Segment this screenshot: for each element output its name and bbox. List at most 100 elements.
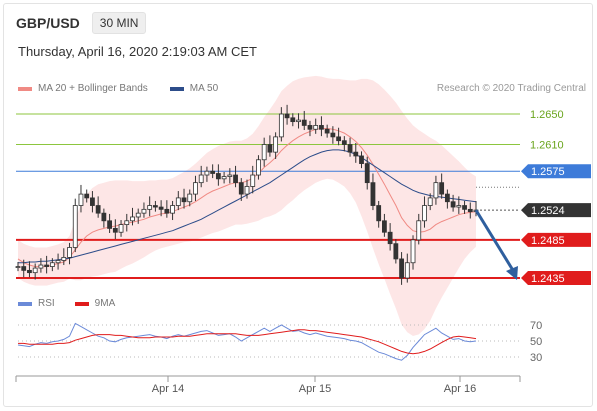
candle-body <box>307 125 313 130</box>
candle-body <box>462 205 467 210</box>
candle-body <box>444 193 450 203</box>
candle-body <box>347 144 353 153</box>
candle-body <box>267 144 273 153</box>
candle-body <box>404 262 410 279</box>
candle-body <box>130 216 135 222</box>
candle-body <box>67 247 72 258</box>
candle-body <box>101 212 107 222</box>
candle-body <box>112 228 118 233</box>
candle-body <box>319 125 324 130</box>
timeframe-badge[interactable]: 30 MIN <box>91 12 147 34</box>
research-credit: Research © 2020 Trading Central <box>436 83 586 94</box>
candle-body <box>433 182 439 199</box>
candle-body <box>78 193 84 206</box>
candle-body <box>273 136 279 153</box>
candle-body <box>141 208 147 214</box>
candle-body <box>44 264 50 267</box>
candle-body <box>416 220 422 241</box>
candle-body <box>422 205 427 222</box>
candle-body <box>95 205 101 214</box>
candle-body <box>210 170 216 174</box>
rsi-tick-30: 30 <box>530 352 542 364</box>
candle-body <box>215 173 221 180</box>
rsi-line <box>17 322 477 361</box>
rsi-legend: RSI 9MA <box>18 298 115 309</box>
rsi-legend-swatch <box>18 301 32 306</box>
forecast-arrow-head <box>506 266 518 280</box>
candle-body <box>84 193 90 199</box>
candle-body <box>301 119 307 126</box>
candle-body <box>135 212 141 218</box>
candle-body <box>152 205 158 208</box>
x-tick-label: Apr 14 <box>152 383 184 395</box>
candle-body <box>336 136 342 142</box>
candle-body <box>55 260 61 264</box>
candle-body <box>353 151 359 157</box>
last-price-label: 1.2524 <box>531 205 565 217</box>
candle-body <box>284 113 290 119</box>
pivot-label-1-2575: 1.2575 <box>531 166 565 178</box>
candle-body <box>107 220 112 229</box>
support-label-1-2435: 1.2435 <box>531 273 565 285</box>
candle-body <box>21 266 27 271</box>
candle-body <box>290 117 296 123</box>
candle-body <box>61 257 67 261</box>
candle-body <box>381 220 387 233</box>
candle-body <box>324 128 330 134</box>
candle-body <box>227 174 233 177</box>
rsi-tick-70: 70 <box>530 320 542 332</box>
candle-body <box>399 258 404 279</box>
bollinger-band <box>18 75 476 337</box>
candles <box>15 104 479 285</box>
candle-body <box>410 239 416 264</box>
candle-body <box>124 220 130 226</box>
candle-body <box>90 197 95 206</box>
candle-body <box>376 205 382 222</box>
support-tag-1-2485 <box>521 232 591 247</box>
candle-body <box>450 201 456 208</box>
resistance-label-1-2610: 1.2610 <box>530 140 564 152</box>
candle-body <box>256 159 261 176</box>
resistance-label-1-2650: 1.2650 <box>530 109 564 121</box>
candle-body <box>427 197 433 206</box>
candle-body <box>393 243 399 260</box>
candle-body <box>370 182 376 206</box>
header: GBP/USD 30 MIN <box>16 12 147 34</box>
candle-body <box>456 205 462 208</box>
candle-body <box>175 197 181 206</box>
candle-body <box>158 206 164 210</box>
rsi-tick-50: 50 <box>530 336 542 348</box>
candle-body <box>221 176 227 180</box>
candle-body <box>198 174 204 184</box>
candle-body <box>341 140 347 145</box>
candle-body <box>72 205 78 248</box>
candle-body <box>32 267 38 274</box>
ma20-legend-swatch <box>18 86 32 91</box>
candle-body <box>439 182 445 195</box>
candle-body <box>38 264 44 269</box>
candle-body <box>27 269 32 274</box>
candle-body <box>193 182 198 195</box>
candle-body <box>359 155 364 164</box>
pivot-tag-1-2575 <box>521 164 591 179</box>
candle-body <box>170 205 175 214</box>
candle-body <box>313 125 319 130</box>
candle-body <box>261 144 267 161</box>
ma50-legend-swatch <box>169 86 184 91</box>
support-tag-1-2435 <box>521 271 591 285</box>
candle-body <box>15 266 21 268</box>
candle-body <box>387 231 393 245</box>
main-legend: MA 20 + Bollinger Bands MA 50 <box>18 83 218 94</box>
x-tick-label: Apr 15 <box>299 383 331 395</box>
rsi-legend-label: RSI <box>38 298 55 309</box>
support-label-1-2485: 1.2485 <box>531 235 565 247</box>
ma9-legend-label: 9MA <box>94 298 116 309</box>
timestamp: Thursday, April 16, 2020 2:19:03 AM CET <box>18 44 257 59</box>
ma20-legend-label: MA 20 + Bollinger Bands <box>38 83 148 94</box>
candle-body <box>296 119 301 123</box>
candle-body <box>187 193 193 203</box>
chart-card <box>3 3 593 407</box>
candle-body <box>467 208 473 213</box>
candle-body <box>244 186 250 195</box>
